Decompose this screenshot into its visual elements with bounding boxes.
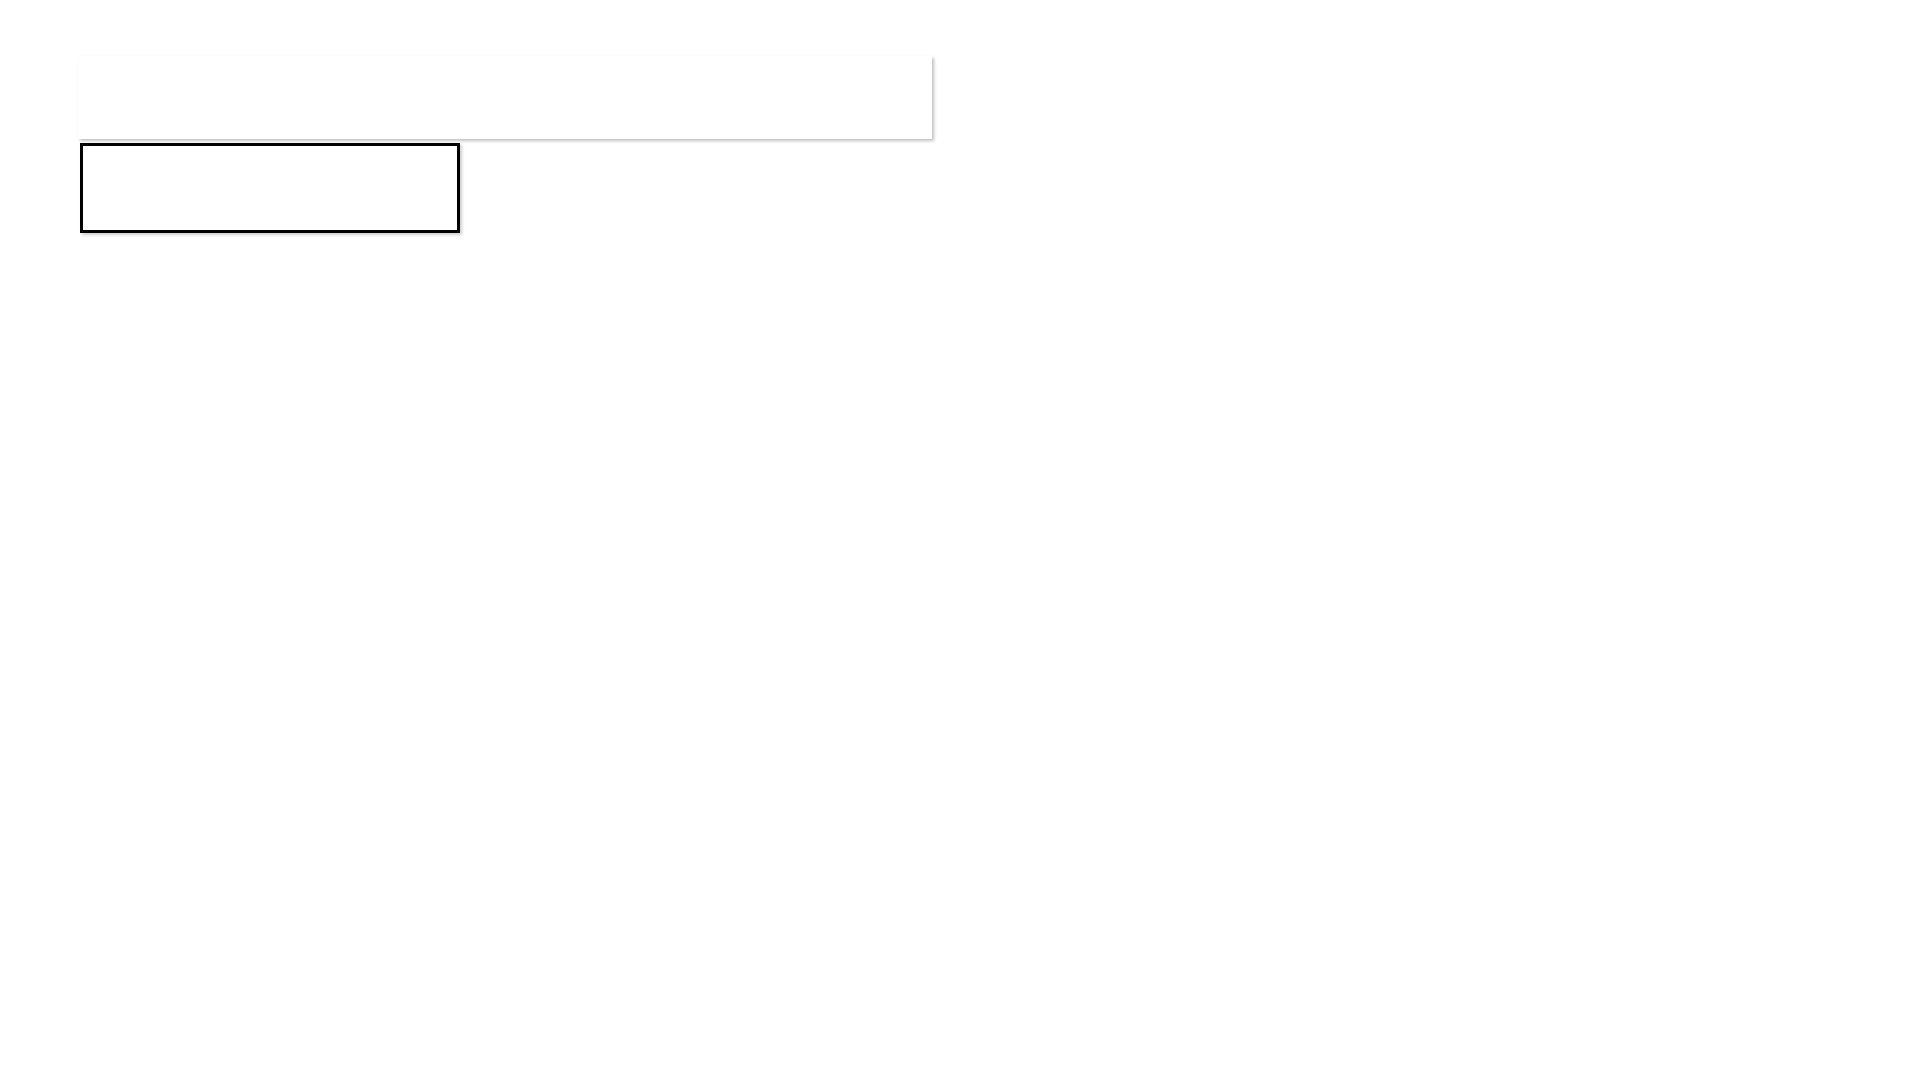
legend-item-40-year	[83, 149, 457, 175]
legend-item-10-year	[83, 202, 457, 228]
chart-title-box	[78, 56, 932, 139]
legend	[80, 143, 460, 233]
legend-line-sample-30-year	[97, 186, 149, 190]
legend-line-sample-10-year	[97, 213, 149, 217]
legend-line-sample-40-year	[97, 160, 149, 164]
legend-item-30-year	[83, 175, 457, 201]
